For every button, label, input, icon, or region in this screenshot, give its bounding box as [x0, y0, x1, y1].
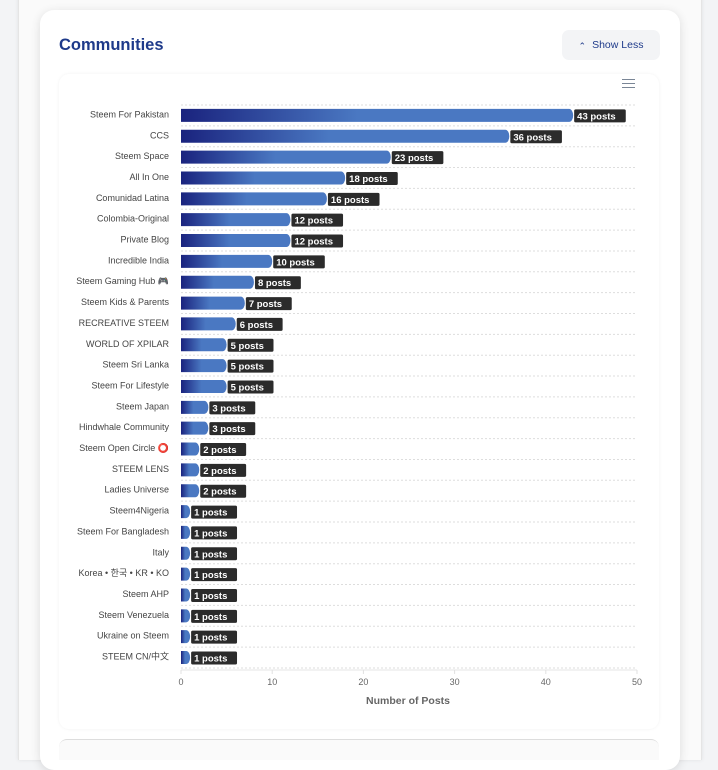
communities-card: Communities ⌃ Show Less	[40, 10, 680, 770]
show-less-label: Show Less	[592, 39, 644, 51]
chart-container	[59, 74, 659, 729]
show-less-button[interactable]: ⌃ Show Less	[562, 30, 660, 60]
chevron-up-icon: ⌃	[578, 40, 587, 51]
card-title: Communities	[59, 36, 164, 54]
next-section	[59, 739, 659, 760]
hamburger-menu-icon[interactable]	[622, 76, 635, 91]
